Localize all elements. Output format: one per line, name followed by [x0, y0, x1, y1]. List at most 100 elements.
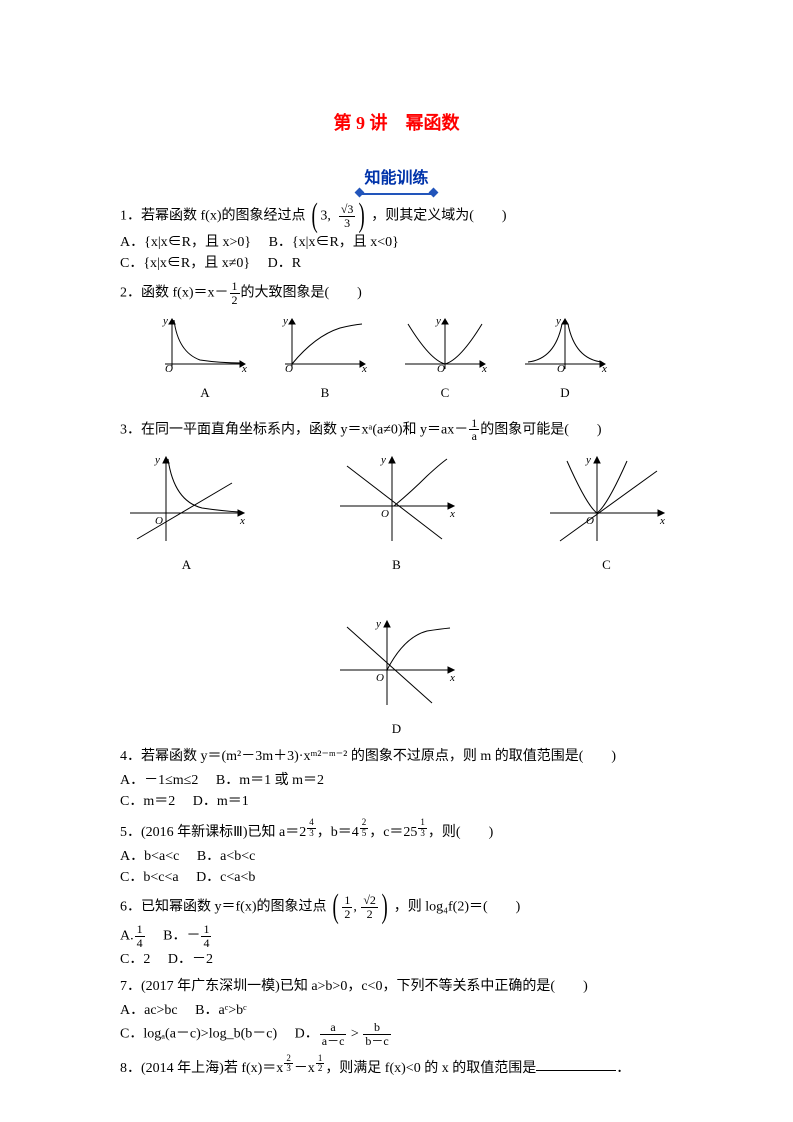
ay: y [435, 315, 441, 327]
q1-optB: B．{x|x∈R，且 x<0} [269, 235, 399, 250]
aO: O [376, 672, 384, 684]
q5-optD: D．c<a<b [196, 870, 255, 885]
q7-optC: C．logₐ(a－c)>log_b(b－c) [120, 1027, 277, 1042]
n: b [363, 1021, 390, 1035]
q1-text-pre: 1．若幂函数 f(x)的图象经过点 [120, 208, 306, 223]
question-3: 3．在同一平面直角坐标系内，函数 y＝xᵃ(a≠0)和 y＝ax－1a的图象可能… [120, 417, 673, 443]
d: 4 [201, 937, 211, 950]
ax: x [601, 363, 607, 374]
q3-pre: 3．在同一平面直角坐标系内，函数 y＝xᵃ(a≠0)和 y＝ax－ [120, 422, 468, 437]
d: 2 [361, 908, 378, 921]
q1-optA: A．{x|x∈R，且 x>0} [120, 235, 251, 250]
q7-optA: A．ac>bc [120, 1003, 178, 1018]
q4-optA: A．－1≤m≤2 [120, 773, 198, 788]
aO: O [437, 363, 445, 374]
q5-options: A．b<a<c B．a<b<c C．b<c<a D．c<a<b [120, 846, 673, 888]
q2-plots: x y O A x y O B x y O C x y O D [160, 314, 673, 403]
ay: y [585, 454, 591, 466]
q3-post: 的图象可能是( ) [480, 422, 601, 437]
e: 3 [418, 829, 427, 838]
ax: x [659, 515, 665, 527]
d: 3 [284, 1064, 293, 1073]
q3-frac: 1a [469, 417, 479, 443]
axis-O: O [165, 363, 173, 374]
q5-optA: A．b<a<c [120, 849, 179, 864]
q5-optB: B．a<b<c [197, 849, 256, 864]
question-2: 2．函数 f(x)＝x－12的大致图象是( ) [120, 280, 673, 306]
q5-m2: ，c＝25 [369, 825, 417, 840]
q3-plot-B: x y O B [332, 451, 462, 575]
ax: x [481, 363, 487, 374]
q3-label-A: A [122, 555, 252, 575]
q6-pre: 6．已知幂函数 y＝f(x)的图象过点 [120, 899, 327, 914]
axis-x: x [241, 363, 247, 374]
q2-num: 1 [230, 280, 240, 294]
q2-den: 2 [230, 294, 240, 307]
q2-plot-D: x y O D [520, 314, 610, 403]
question-8: 8．(2014 年上海)若 f(x)＝x23－x12，则满足 f(x)<0 的 … [120, 1054, 673, 1079]
e: 3 [307, 829, 316, 838]
e: 4 [307, 818, 316, 828]
d: 2 [342, 908, 352, 921]
subtitle: 知能训练 [362, 167, 430, 195]
e: 5 [360, 829, 369, 838]
axis-y: y [162, 315, 168, 327]
q2-plot-A: x y O A [160, 314, 250, 403]
q5-m1: ，b＝4 [317, 825, 359, 840]
q4-optC: C．m＝2 [120, 794, 175, 809]
q6-post: ，则 log₄f(2)＝( ) [394, 899, 521, 914]
ax: x [449, 672, 455, 684]
q1-ptnum: √3 [341, 202, 354, 216]
q2-pre: 2．函数 f(x)＝x－ [120, 286, 229, 301]
q1-point: (3, √33) [309, 203, 368, 229]
q7-optD-pre: D． [295, 1027, 319, 1042]
q3-plot-D: x y O D [332, 615, 462, 739]
q2-post: 的大致图象是( ) [241, 286, 362, 301]
q1-ptden: 3 [339, 217, 356, 230]
ay: y [375, 618, 381, 630]
q5-post: ，则( ) [428, 825, 493, 840]
q6-optC: C．2 [120, 952, 150, 967]
q2-plot-C: x y O C [400, 314, 490, 403]
d: a－c [320, 1035, 347, 1048]
n: 1 [201, 923, 211, 937]
q6-optA-pre: A. [120, 928, 134, 943]
q6-optD: D．－2 [168, 952, 213, 967]
aO: O [586, 515, 594, 527]
q6-options: A.14 B．－14 C．2 D．－2 [120, 923, 673, 970]
q3-plot-A: x y O A [122, 451, 252, 575]
q2-frac: 12 [230, 280, 240, 306]
ax: x [239, 515, 245, 527]
ay: y [282, 315, 288, 327]
ay: y [154, 454, 160, 466]
q3n: 1 [469, 417, 479, 431]
n: 1 [342, 894, 352, 908]
q5-optC: C．b<c<a [120, 870, 179, 885]
aO: O [285, 363, 293, 374]
question-7: 7．(2017 年广东深圳一模)已知 a>b>0，c<0，下列不等关系中正确的是… [120, 976, 673, 997]
page-title: 第 9 讲 幂函数 [120, 110, 673, 137]
q6-optB-pre: B．－ [163, 928, 200, 943]
q8-pre: 8．(2014 年上海)若 f(x)＝x [120, 1060, 283, 1075]
q1-text-post: ，则其定义域为( ) [371, 208, 506, 223]
d: 2 [316, 1064, 325, 1073]
aO: O [557, 363, 565, 374]
q7-options: A．ac>bc B．aᶜ>bᶜ C．logₐ(a－c)>log_b(b－c) D… [120, 1000, 673, 1047]
q8-post: ，则满足 f(x)<0 的 x 的取值范围是 [325, 1060, 536, 1075]
d: b－c [363, 1035, 390, 1048]
ax: x [449, 508, 455, 520]
q3-plot-C: x y O C [542, 451, 672, 575]
e: 2 [360, 818, 369, 828]
question-5: 5．(2016 年新课标Ⅲ)已知 a＝243，b＝425，c＝2513，则( ) [120, 818, 673, 843]
question-4: 4．若幂函数 y＝(m²－3m＋3)·xᵐ²⁻ᵐ⁻² 的图象不过原点，则 m 的… [120, 746, 673, 767]
q2-label-B: B [280, 383, 370, 403]
q4-options: A．－1≤m≤2 B．m＝1 或 m＝2 C．m＝2 D．m＝1 [120, 770, 673, 812]
q3-label-B: B [332, 555, 462, 575]
q1-optC: C．{x|x∈R，且 x≠0} [120, 256, 250, 271]
ay: y [555, 315, 561, 327]
aO: O [155, 515, 163, 527]
q2-label-A: A [160, 383, 250, 403]
aO: O [381, 508, 389, 520]
q8-mid: －x [294, 1060, 315, 1075]
n: a [320, 1021, 347, 1035]
